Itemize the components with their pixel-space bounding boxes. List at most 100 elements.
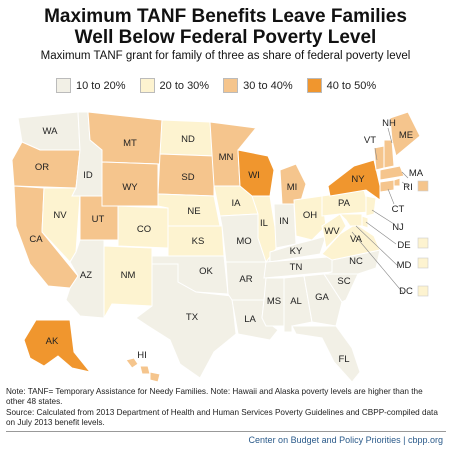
label-OH: OH [303,210,317,221]
legend-label: 10 to 20% [76,79,126,92]
label-UT: UT [92,214,105,225]
note-text: Note: TANF= Temporary Assistance for Nee… [6,387,423,406]
state-GA[interactable] [303,273,343,327]
label-VT: VT [364,135,376,146]
legend-item: 30 to 40% [223,78,293,93]
label-MO: MO [236,236,251,247]
state-MI[interactable] [279,163,307,205]
label-MT: MT [123,138,137,149]
state-NY[interactable] [327,159,381,201]
label-AL: AL [290,296,302,307]
state-RI[interactable] [393,177,401,187]
label-FL: FL [338,354,349,365]
state-TX[interactable] [135,263,237,379]
label-NJ: NJ [392,222,404,233]
legend-swatch [223,78,239,93]
callout-box-DC[interactable] [417,285,429,297]
label-PA: PA [338,198,351,209]
state-labels: WA OR CA ID NV AZ UT MT WY CO NM ND SD N… [29,118,423,365]
legend-label: 40 to 50% [326,79,377,92]
footer-divider [6,431,446,432]
label-AZ: AZ [80,270,92,281]
label-KY: KY [290,246,303,257]
callouts [351,127,429,297]
label-SD: SD [181,172,194,183]
state-MA[interactable] [379,165,405,181]
legend-label: 20 to 30% [159,79,210,92]
state-shapes [11,111,421,383]
callout-box-DE[interactable] [417,237,429,249]
title-line-2: Well Below Federal Poverty Level [74,27,377,48]
legend-swatch [139,78,155,93]
label-TX: TX [186,312,199,323]
source-text: Source: Calculated from 2013 Department … [6,408,438,427]
label-IN: IN [279,216,289,227]
label-OK: OK [199,266,213,277]
state-WV[interactable] [321,213,347,250]
legend-item: 40 to 50% [306,78,377,93]
label-CA: CA [29,234,43,245]
legend-swatch [56,78,71,93]
label-MD: MD [397,260,412,271]
label-TN: TN [290,262,303,273]
label-DE: DE [397,240,410,251]
state-OH[interactable] [293,195,327,241]
label-HI: HI [137,350,147,361]
label-CT: CT [392,204,405,215]
state-HI[interactable] [125,357,161,383]
label-WI: WI [248,170,260,181]
state-FL[interactable] [291,325,361,383]
label-WV: WV [324,226,340,237]
title-line-1: Maximum TANF Benefits Leave Families [44,6,407,27]
label-AK: AK [46,336,59,347]
chart-subtitle: Maximum TANF grant for family of three a… [40,50,411,62]
label-NY: NY [351,174,365,185]
state-NH[interactable] [383,139,395,169]
chart-title: Maximum TANF Benefits Leave Families Wel… [0,6,451,48]
label-NE: NE [187,206,200,217]
label-DC: DC [399,286,413,297]
legend-label: 30 to 40% [243,79,293,92]
callout-box-RI[interactable] [417,180,429,192]
label-ID: ID [83,170,93,181]
legend: 10 to 20% 20 to 30% 30 to 40% 40 to 50% [56,78,376,93]
callout-box-MD[interactable] [417,257,429,269]
state-NM[interactable] [103,245,153,320]
label-MN: MN [219,152,234,163]
state-NJ[interactable] [365,195,377,217]
label-MA: MA [409,168,424,179]
label-CO: CO [137,224,151,235]
footer-credit: Center on Budget and Policy Priorities |… [248,435,443,445]
label-RI: RI [403,182,413,193]
label-NH: NH [382,118,396,129]
label-MS: MS [267,296,281,307]
label-SC: SC [337,276,350,287]
state-NV[interactable] [41,187,81,263]
label-OR: OR [35,162,49,173]
label-KS: KS [192,236,205,247]
label-IA: IA [232,198,242,209]
state-AZ[interactable] [65,239,105,319]
callout-lines [351,127,409,295]
label-AR: AR [239,274,252,285]
state-ME[interactable] [389,111,421,157]
label-IL: IL [260,218,268,229]
state-CT[interactable] [379,179,395,193]
label-MI: MI [287,182,298,193]
state-AK[interactable] [23,319,92,373]
label-NV: NV [53,210,67,221]
state-DE[interactable] [361,215,369,229]
label-NC: NC [349,256,363,267]
legend-item: 20 to 30% [139,78,210,93]
label-LA: LA [244,314,256,325]
legend-item: 10 to 20% [56,78,126,93]
label-WY: WY [122,182,138,193]
label-NM: NM [121,270,136,281]
label-ME: ME [399,130,413,141]
label-GA: GA [315,292,329,303]
label-ND: ND [181,134,195,145]
label-WA: WA [43,126,59,137]
legend-swatch [306,78,322,93]
label-VA: VA [350,234,363,245]
